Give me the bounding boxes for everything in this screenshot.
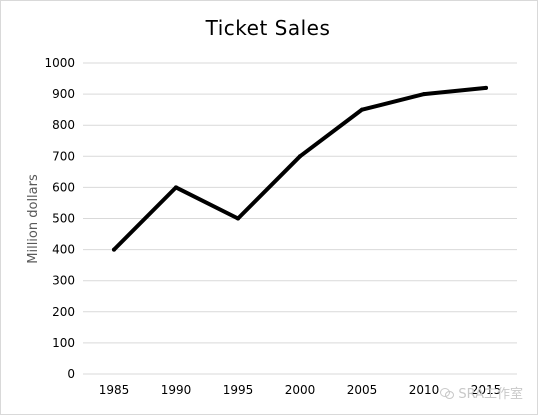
x-tick-label: 1995: [223, 383, 254, 397]
series-layer: [112, 85, 488, 252]
gridlines: [83, 62, 517, 375]
data-point: [236, 216, 240, 221]
y-axis-ticks: 0 100 200 300 400 500 600 700 800 900 1000: [44, 56, 75, 381]
y-tick-label: 700: [52, 149, 75, 163]
y-tick-label: 600: [52, 180, 75, 194]
x-tick-label: 1990: [161, 383, 192, 397]
y-tick-label: 200: [52, 305, 75, 319]
x-tick-label: 1985: [99, 383, 130, 397]
y-tick-label: 0: [67, 367, 75, 381]
data-point: [422, 92, 426, 97]
y-tick-label: 300: [52, 274, 75, 288]
y-tick-label: 400: [52, 243, 75, 257]
data-point: [112, 247, 116, 252]
y-tick-label: 800: [52, 118, 75, 132]
y-tick-label: 100: [52, 336, 75, 350]
x-tick-label: 2000: [285, 383, 316, 397]
x-axis-ticks: 1985 1990 1995 2000 2005 2010 2015: [99, 383, 502, 397]
y-tick-label: 900: [52, 87, 75, 101]
chart-title: Ticket Sales: [205, 16, 331, 40]
data-point: [484, 85, 488, 90]
y-tick-label: 1000: [44, 56, 75, 70]
data-point: [360, 107, 364, 112]
x-tick-label: 2015: [471, 383, 502, 397]
y-tick-label: 500: [52, 212, 75, 226]
data-point: [174, 185, 178, 190]
x-tick-label: 2005: [347, 383, 378, 397]
x-tick-label: 2010: [409, 383, 440, 397]
y-axis-label: Million dollars: [26, 174, 41, 264]
series-line: [112, 85, 488, 252]
data-point: [298, 154, 302, 159]
